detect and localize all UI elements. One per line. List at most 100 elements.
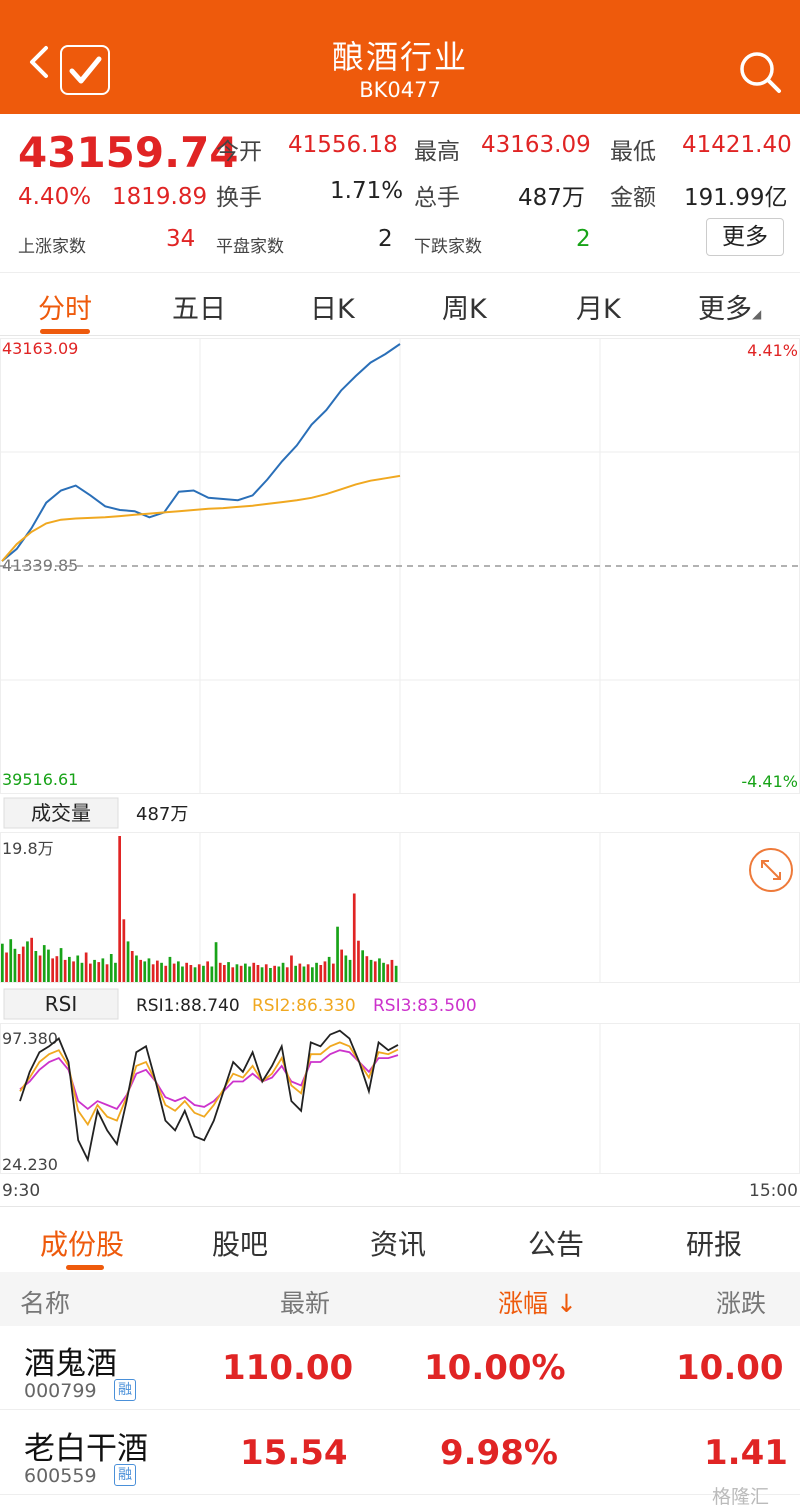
rsi3-readout: RSI3:83.500: [373, 996, 477, 1016]
volume-bar: [336, 926, 339, 982]
volume-bar: [285, 967, 289, 982]
price-max-label: 43163.09: [2, 339, 78, 358]
low-label: 最低: [610, 139, 656, 165]
active-subtab-indicator: [66, 1265, 104, 1270]
more-button[interactable]: 更多: [706, 218, 784, 256]
price-min-label: 39516.61: [2, 770, 78, 789]
last-price: 43159.74: [18, 128, 239, 177]
volume-bar: [168, 956, 172, 982]
rsi1-line: [19, 1029, 399, 1163]
tab-more-label: 更多: [698, 294, 752, 325]
watchlist-check-icon[interactable]: [60, 45, 110, 95]
rsi-tag-box[interactable]: [3, 988, 119, 1020]
volume-bar: [118, 836, 121, 982]
content-tabs: 成份股 股吧 资讯 公告 研报: [0, 1206, 800, 1272]
col-latest[interactable]: 最新: [280, 1289, 331, 1318]
tab-forum[interactable]: 股吧: [212, 1228, 269, 1261]
volume-bar: [252, 962, 256, 982]
stock-change: 10.00: [676, 1348, 784, 1388]
rsi-lines: [19, 1029, 399, 1163]
volume-tag[interactable]: 成交量: [31, 801, 91, 825]
volume-bar: [143, 961, 147, 982]
volume-bar: [369, 959, 373, 982]
volume-bar: [202, 965, 205, 982]
volume-bar: [327, 956, 331, 982]
tab-monthly-k[interactable]: 月K: [576, 294, 621, 325]
tab-five-day[interactable]: 五日: [172, 294, 226, 325]
col-change-pct-label: 涨幅: [498, 1289, 549, 1318]
search-icon[interactable]: [738, 50, 782, 94]
volume-bar: [373, 961, 377, 982]
stock-change-pct: 9.98%: [440, 1433, 558, 1473]
volume-bar: [5, 952, 8, 982]
col-name[interactable]: 名称: [20, 1289, 71, 1318]
volume-bar: [306, 964, 310, 982]
low-value: 41421.40: [682, 132, 792, 158]
col-change-pct[interactable]: 涨幅 ↓: [498, 1284, 577, 1320]
avg-price-line: [1, 474, 401, 562]
volume-bar: [239, 965, 243, 982]
volume-bar: [206, 961, 209, 982]
volume-bar: [361, 950, 364, 982]
table-header: 名称 最新 涨幅 ↓ 涨跌: [0, 1272, 800, 1326]
tab-more[interactable]: 更多◢: [698, 287, 761, 326]
flat-count: 2: [378, 226, 393, 252]
stock-name: 酒鬼酒: [24, 1346, 117, 1382]
tab-weekly-k[interactable]: 周K: [442, 294, 487, 325]
volume-tag-box[interactable]: [3, 797, 119, 829]
tab-news[interactable]: 资讯: [370, 1228, 427, 1261]
tab-daily-k[interactable]: 日K: [310, 294, 355, 325]
volume-total: 487万: [136, 804, 188, 825]
tab-intraday[interactable]: 分时: [38, 294, 92, 325]
volume-bar: [315, 962, 318, 982]
chart-area[interactable]: 43163.09 4.41% 41339.85 39516.61 -4.41% …: [0, 338, 800, 1204]
volume-bar: [193, 967, 197, 982]
volume-bar: [390, 959, 394, 982]
volume-bar: [68, 956, 71, 982]
time-end-label: 15:00: [749, 1181, 798, 1201]
stock-code: 600559: [24, 1465, 97, 1487]
stock-price: 15.54: [240, 1433, 348, 1473]
volume-bar: [277, 966, 281, 982]
sort-arrow-icon: ↓: [555, 1289, 577, 1318]
volume-bar: [9, 939, 13, 982]
volume-bars: [1, 836, 398, 982]
down-count-label: 下跌家数: [414, 237, 482, 257]
back-arrow-icon[interactable]: [22, 42, 56, 82]
tab-constituents[interactable]: 成份股: [40, 1228, 125, 1261]
volume-bar: [135, 955, 138, 982]
prev-close-label: 41339.85: [2, 556, 78, 575]
volume-bar: [93, 959, 96, 982]
rsi-tag[interactable]: RSI: [45, 992, 78, 1016]
table-row[interactable]: 酒鬼酒 000799 融 110.00 10.00% 10.00: [0, 1326, 800, 1410]
tab-research[interactable]: 研报: [686, 1228, 743, 1261]
down-count: 2: [576, 226, 591, 252]
volume-bar: [311, 967, 314, 982]
volume-bar: [114, 962, 117, 982]
turnover-value: 1.71%: [330, 178, 404, 204]
volume-bar: [227, 962, 230, 982]
pct-min-label: -4.41%: [741, 772, 798, 791]
table-row[interactable]: 老白干酒 600559 融 15.54 9.98% 1.41: [0, 1411, 800, 1495]
volume-bar: [109, 954, 113, 982]
intraday-chart[interactable]: 43163.09 4.41% 41339.85 39516.61 -4.41% …: [0, 338, 800, 1204]
stock-change-pct: 10.00%: [424, 1348, 566, 1388]
col-change[interactable]: 涨跌: [716, 1289, 767, 1318]
expand-icon[interactable]: [749, 848, 793, 892]
volume-bar: [72, 961, 75, 982]
volume-bar: [47, 949, 50, 982]
volume-bar: [76, 955, 80, 982]
volume-value: 487万: [518, 185, 585, 211]
volume-bar: [34, 951, 38, 982]
stock-price: 110.00: [222, 1348, 354, 1388]
volume-bar: [97, 962, 101, 982]
volume-bar: [89, 963, 92, 982]
price-lines: [1, 343, 401, 562]
rsi-max-label: 97.380: [2, 1029, 58, 1048]
volume-bar: [298, 963, 302, 982]
volume-bar: [344, 955, 348, 982]
price-line: [1, 343, 401, 562]
volume-bar: [210, 966, 214, 982]
volume-bar: [17, 954, 21, 982]
tab-announcements[interactable]: 公告: [528, 1228, 585, 1261]
